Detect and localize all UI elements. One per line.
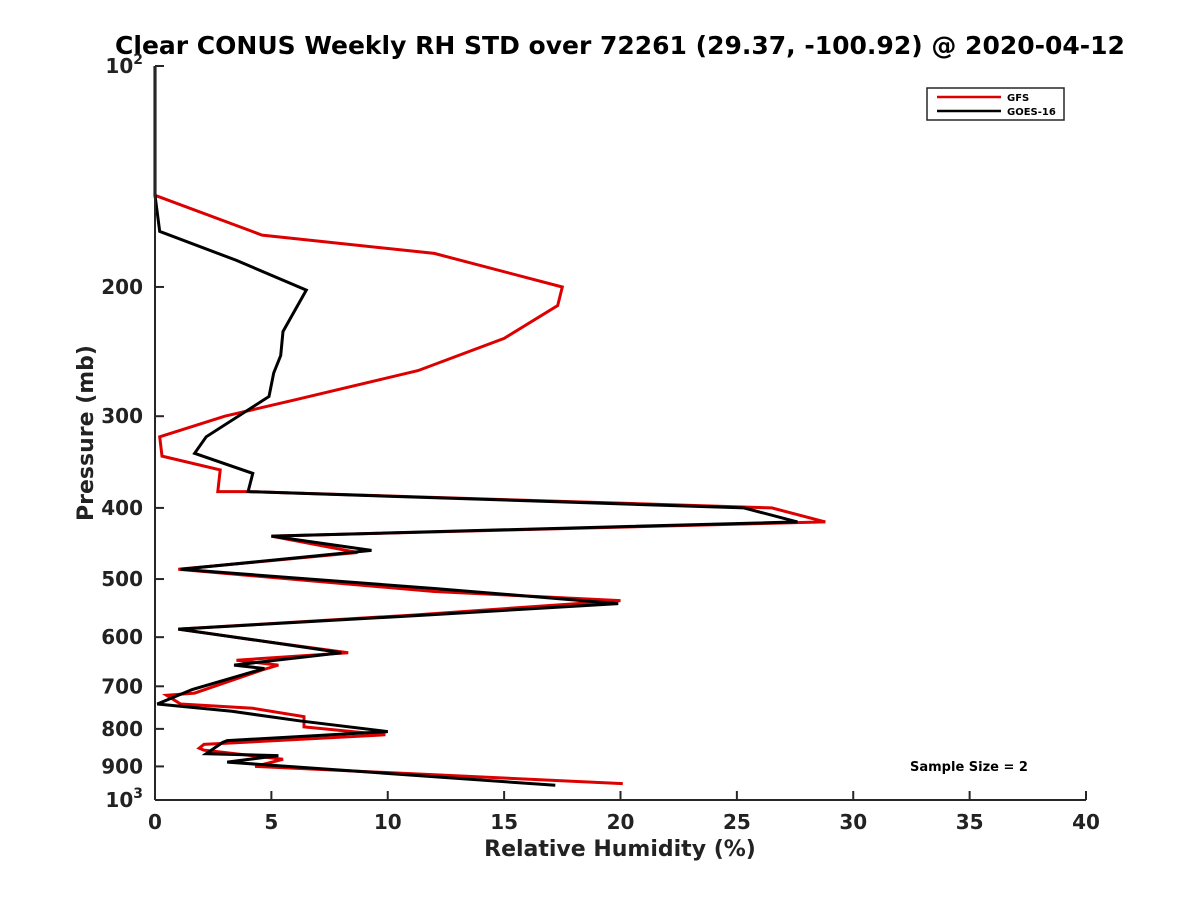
y-tick-label: 300 <box>101 404 143 428</box>
y-tick-label: 900 <box>101 754 143 778</box>
axes <box>154 66 1086 801</box>
x-tick-label: 10 <box>374 810 402 834</box>
y-tick-label: 800 <box>101 717 143 741</box>
y-tick-label: 600 <box>101 625 143 649</box>
series-line-goes16 <box>153 66 798 787</box>
plot-area <box>153 66 826 787</box>
y-tick-label: 103 <box>105 786 143 812</box>
chart-title: Clear CONUS Weekly RH STD over 72261 (29… <box>115 31 1125 60</box>
x-axis-label: Relative Humidity (%) <box>484 837 756 862</box>
x-tick-label: 0 <box>148 810 162 834</box>
x-tick-label: 40 <box>1072 810 1100 834</box>
x-tick-label: 25 <box>723 810 751 834</box>
y-tick-label: 200 <box>101 275 143 299</box>
x-tick-label: 20 <box>607 810 635 834</box>
y-tick-label: 102 <box>105 52 143 78</box>
x-axis-ticks: 0 5 10 15 20 25 30 35 40 <box>148 791 1100 834</box>
x-tick-label: 5 <box>264 810 278 834</box>
y-axis-ticks: 102 200 300 400 500 600 700 800 900 103 <box>101 52 164 812</box>
x-tick-label: 30 <box>839 810 867 834</box>
series-line-gfs <box>153 66 826 786</box>
legend-label-gfs: GFS <box>1007 93 1029 104</box>
y-axis-label: Pressure (mb) <box>74 345 99 521</box>
sample-size-annotation: Sample Size = 2 <box>910 760 1028 775</box>
x-tick-label: 15 <box>490 810 518 834</box>
x-tick-label: 35 <box>956 810 984 834</box>
y-tick-label: 400 <box>101 496 143 520</box>
legend: GFS GOES-16 <box>926 87 1065 121</box>
legend-box <box>926 87 1065 121</box>
y-tick-label: 500 <box>101 567 143 591</box>
legend-label-goes16: GOES-16 <box>1007 107 1056 118</box>
y-tick-label: 700 <box>101 674 143 698</box>
